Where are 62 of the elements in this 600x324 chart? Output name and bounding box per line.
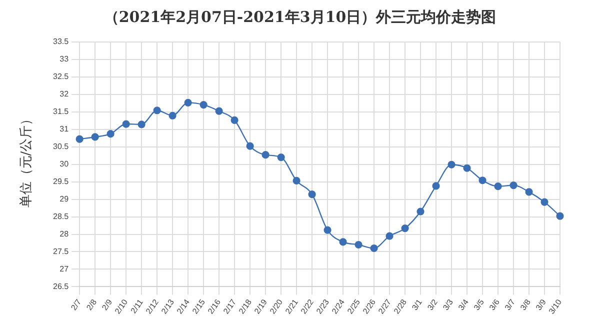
y-tick-label: 27.5 bbox=[52, 246, 70, 256]
y-tick-label: 29.5 bbox=[52, 176, 70, 186]
point bbox=[556, 212, 564, 220]
y-tick-label: 28.5 bbox=[52, 212, 70, 221]
point bbox=[262, 151, 270, 159]
point bbox=[370, 244, 378, 252]
x-tick-label: 3/4 bbox=[456, 297, 471, 312]
point bbox=[153, 106, 161, 114]
point bbox=[308, 190, 316, 198]
point bbox=[339, 238, 347, 246]
point bbox=[76, 135, 84, 143]
point bbox=[246, 142, 254, 150]
x-tick-label: 2/8 bbox=[84, 297, 99, 312]
y-tick-label: 33.5 bbox=[52, 37, 70, 46]
x-tick-label: 3/8 bbox=[518, 297, 533, 312]
x-tick-label: 2/11 bbox=[129, 297, 146, 316]
point bbox=[354, 240, 362, 249]
point bbox=[494, 182, 502, 190]
point bbox=[386, 232, 394, 240]
point bbox=[401, 224, 409, 232]
point bbox=[277, 153, 285, 162]
point bbox=[230, 116, 238, 124]
point bbox=[184, 98, 192, 106]
x-tick-label: 3/6 bbox=[488, 297, 502, 312]
y-tick-label: 27 bbox=[60, 264, 70, 274]
x-tick-label: 3/5 bbox=[472, 297, 486, 312]
point bbox=[432, 182, 440, 190]
point bbox=[122, 120, 130, 128]
point bbox=[463, 164, 471, 172]
point bbox=[215, 107, 223, 115]
point bbox=[478, 176, 486, 184]
point bbox=[138, 120, 146, 128]
point bbox=[510, 181, 518, 190]
point bbox=[168, 112, 176, 120]
x-tick-label: 2/9 bbox=[100, 297, 114, 312]
point bbox=[324, 226, 332, 234]
y-tick-label: 31.5 bbox=[52, 106, 70, 116]
y-tick-label: 33 bbox=[60, 54, 70, 64]
x-tick-label: 3/1 bbox=[410, 297, 424, 312]
point bbox=[416, 208, 424, 216]
point bbox=[200, 100, 208, 109]
y-tick-label: 29 bbox=[60, 194, 70, 204]
x-tick-label: 3/9 bbox=[534, 297, 548, 312]
y-tick-label: 32 bbox=[60, 89, 70, 98]
y-tick-label: 26.5 bbox=[52, 282, 70, 291]
y-tick-label: 31 bbox=[60, 124, 70, 134]
x-tick-label: 3/3 bbox=[441, 297, 456, 312]
point bbox=[540, 198, 548, 206]
point bbox=[292, 176, 300, 185]
x-tick-label: 3/7 bbox=[503, 297, 518, 312]
y-tick-label: 30.5 bbox=[52, 142, 70, 151]
y-tick-label: 28 bbox=[60, 229, 70, 238]
point bbox=[106, 130, 114, 138]
point bbox=[91, 133, 99, 141]
y-tick-label: 30 bbox=[60, 159, 70, 168]
point bbox=[448, 160, 456, 168]
chart-title: （2021年2月07日-2021年3月10日）外三元均价走势图 bbox=[102, 8, 498, 27]
point bbox=[525, 188, 533, 196]
x-tick-label: 2/7 bbox=[69, 297, 84, 312]
x-tick-label: 3/2 bbox=[426, 297, 440, 312]
y-axis-title: 单位（元/公斤） bbox=[18, 112, 35, 208]
y-tick-label: 32.5 bbox=[52, 72, 70, 81]
